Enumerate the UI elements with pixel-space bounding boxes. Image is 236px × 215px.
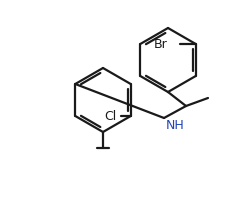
- Text: Cl: Cl: [105, 109, 117, 123]
- Text: Br: Br: [154, 37, 168, 51]
- Text: NH: NH: [166, 119, 185, 132]
